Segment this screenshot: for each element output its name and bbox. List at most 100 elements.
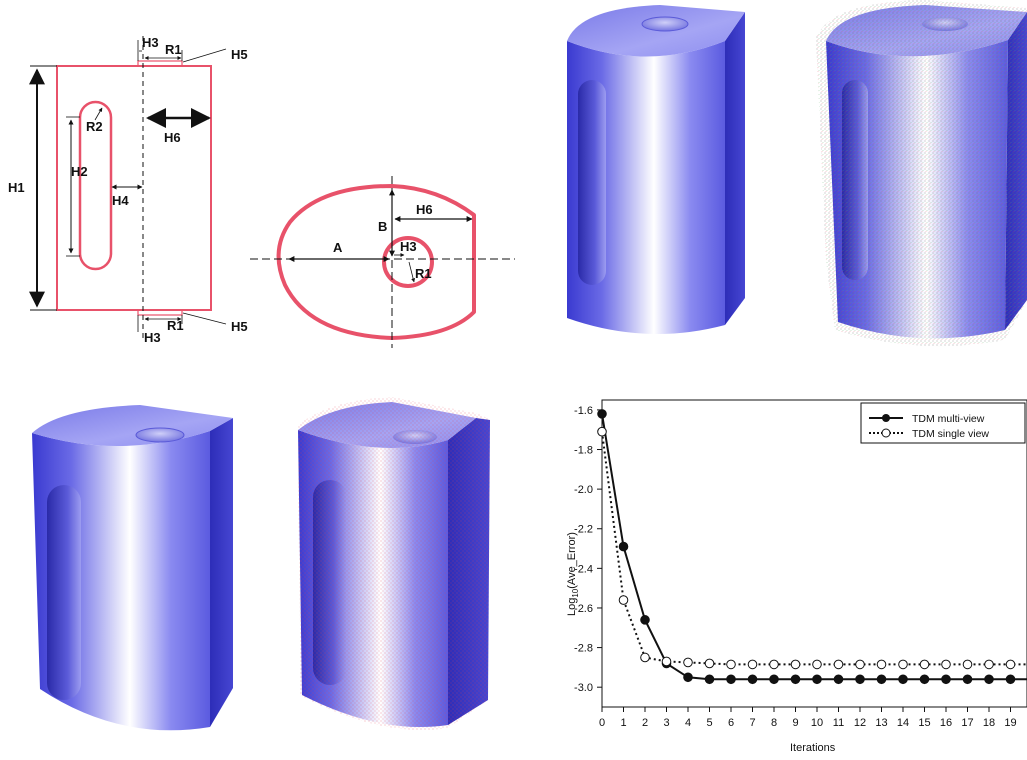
data-point-multi-view xyxy=(876,674,887,685)
data-point-single-view xyxy=(704,658,715,669)
x-tick-label: 14 xyxy=(897,717,909,729)
x-tick-label: 1 xyxy=(620,717,626,729)
x-tick-label: 15 xyxy=(918,717,930,729)
top-boss-outline xyxy=(137,60,183,67)
solid-model-3d-top xyxy=(567,5,745,334)
data-point-single-view xyxy=(941,659,951,670)
series-line-single-view xyxy=(601,431,1027,666)
side-view-drawing: H1 H2 R2 H4 H6 H3 R1 H5 R1 H3 H5 xyxy=(8,35,248,345)
data-point-single-view xyxy=(618,595,629,605)
data-point-single-view xyxy=(790,659,801,670)
data-point-single-view xyxy=(597,426,607,437)
h2-label: H2 xyxy=(71,164,88,179)
x-tick-label: 9 xyxy=(792,717,798,729)
data-point-single-view xyxy=(640,652,650,663)
data-point-multi-view xyxy=(790,674,801,685)
x-axis-label: Iterations xyxy=(790,742,836,754)
point-cloud-overlay xyxy=(816,0,1027,347)
data-point-multi-view xyxy=(919,674,930,685)
point-cloud-model-top xyxy=(816,0,1027,347)
data-point-multi-view xyxy=(984,674,994,685)
data-point-multi-view xyxy=(618,541,629,552)
point-cloud-red-overlay xyxy=(298,397,490,730)
data-point-multi-view xyxy=(898,674,908,685)
x-tick-label: 16 xyxy=(940,717,952,729)
model-slot xyxy=(578,80,606,285)
data-point-single-view xyxy=(747,659,758,670)
r1-bottom-label: R1 xyxy=(167,318,184,333)
y-tick-label: -2.6 xyxy=(574,603,593,615)
x-tick-label: 5 xyxy=(706,717,712,729)
y-tick-label: -2.8 xyxy=(574,643,593,655)
h5-bottom-label: H5 xyxy=(231,319,248,334)
y-tick-label: -2.2 xyxy=(574,524,593,536)
h5-top-label: H5 xyxy=(231,47,248,62)
a-label: A xyxy=(333,240,343,255)
x-tick-label: 8 xyxy=(771,717,777,729)
x-tick-label: 3 xyxy=(663,717,669,729)
legend: TDM multi-view TDM single view xyxy=(860,402,1026,444)
x-tick-label: 2 xyxy=(642,717,648,729)
data-point-single-view xyxy=(833,659,844,670)
x-axis-ticks: 0 1 2 3 4 5 6 7 8 9 10 11 12 13 14 15 16 17 18 19 xyxy=(599,707,1017,729)
solid-model-3d-bottom xyxy=(32,405,233,731)
top-view-outline xyxy=(276,184,476,340)
boss-circle xyxy=(382,236,434,288)
h6-label: H6 xyxy=(164,130,181,145)
slot-outline xyxy=(78,100,113,271)
h3-top-view-label: H3 xyxy=(400,239,417,254)
data-point-single-view xyxy=(919,659,930,670)
x-tick-label: 19 xyxy=(1004,717,1016,729)
data-point-single-view xyxy=(984,659,994,670)
h3-bottom-label: H3 xyxy=(144,330,161,345)
legend-label-multi-view: TDM multi-view xyxy=(912,413,985,425)
model-side-face xyxy=(725,12,745,325)
top-view-drawing: A B H6 H3 R1 xyxy=(250,176,515,348)
data-point-multi-view xyxy=(704,674,715,685)
model-cylinder-face xyxy=(567,41,725,334)
data-point-multi-view xyxy=(597,409,607,419)
b-label: B xyxy=(378,219,387,234)
x-tick-label: 13 xyxy=(875,717,887,729)
h4-label: H4 xyxy=(112,193,129,208)
x-tick-label: 0 xyxy=(599,717,605,729)
legend-label-single-view: TDM single view xyxy=(912,428,989,440)
data-point-single-view xyxy=(726,659,736,670)
h6-top-label: H6 xyxy=(416,202,433,217)
point-cloud-model-bottom xyxy=(298,397,490,730)
h1-label: H1 xyxy=(8,180,25,195)
data-point-multi-view xyxy=(769,674,779,685)
y-axis-ticks: -1.6 -1.8 -2.0 -2.2 -2.4 -2.6 -2.8 -3.0 xyxy=(574,405,602,694)
plot-area xyxy=(601,399,1027,708)
data-point-single-view xyxy=(1005,659,1016,670)
x-tick-label: 4 xyxy=(685,717,691,729)
x-tick-label: 10 xyxy=(811,717,823,729)
data-point-single-view xyxy=(683,657,693,668)
data-point-multi-view xyxy=(640,615,650,625)
y-axis-label: Log10(Ave_Error) xyxy=(566,532,580,616)
series-line-multi-view xyxy=(601,413,1027,681)
h3-top-label: H3 xyxy=(142,35,159,50)
r1-top-view-label: R1 xyxy=(415,266,432,281)
y-tick-label: -1.8 xyxy=(574,445,593,457)
data-point-single-view xyxy=(855,659,865,670)
x-tick-label: 6 xyxy=(728,717,734,729)
data-point-single-view xyxy=(812,659,822,670)
y-tick-label: -3.0 xyxy=(574,682,593,694)
data-point-single-view xyxy=(898,659,908,670)
data-point-multi-view xyxy=(747,674,758,685)
data-point-multi-view xyxy=(812,674,822,685)
data-point-single-view xyxy=(769,659,779,670)
x-tick-label: 17 xyxy=(961,717,973,729)
data-point-multi-view xyxy=(855,674,865,685)
x-tick-label: 18 xyxy=(983,717,995,729)
data-point-multi-view xyxy=(833,674,844,685)
data-point-multi-view xyxy=(683,672,693,683)
data-point-multi-view xyxy=(962,674,973,685)
data-point-single-view xyxy=(661,656,672,667)
side-view-outline xyxy=(56,65,212,311)
x-tick-label: 12 xyxy=(854,717,866,729)
r2-label: R2 xyxy=(86,119,103,134)
data-point-single-view xyxy=(962,659,973,670)
